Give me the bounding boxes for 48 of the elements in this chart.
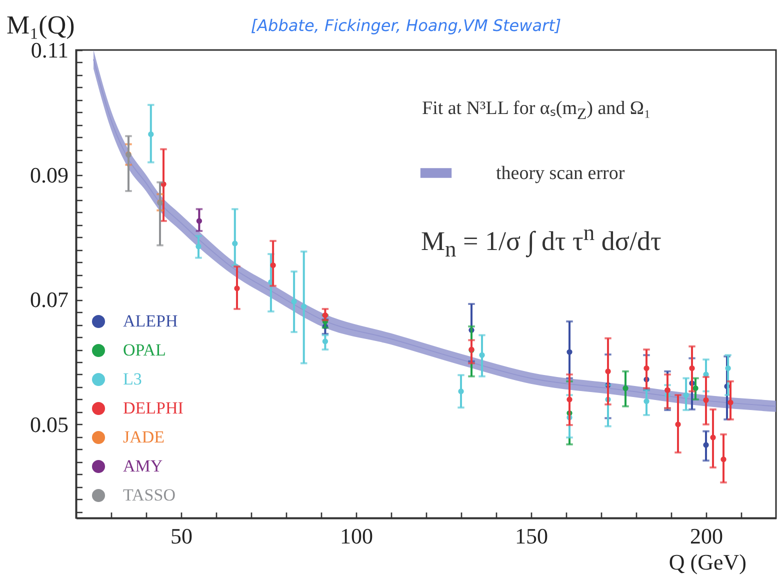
point — [605, 368, 611, 374]
point — [479, 352, 485, 358]
legend-label: L3 — [123, 370, 142, 388]
point — [683, 392, 689, 398]
point — [458, 388, 464, 394]
annotation: Fit at N³LL for αₛ(m$_{Z}$) and Ω₁ — [422, 97, 651, 124]
legend-label: ALEPH — [123, 312, 178, 330]
point — [703, 442, 709, 448]
x-tick-label: 200 — [690, 524, 723, 548]
point — [644, 365, 650, 372]
y-tick-label: 0.09 — [30, 162, 68, 188]
point — [148, 131, 154, 138]
point — [692, 385, 698, 392]
point — [566, 396, 572, 402]
point — [710, 434, 716, 440]
legend-label: TASSO — [123, 486, 176, 504]
x-tick-label: 50 — [170, 524, 192, 548]
legend-label: JADE — [123, 428, 165, 446]
y-tick-label: 0.05 — [30, 412, 68, 437]
legend-label: DELPHI — [123, 398, 184, 418]
x-tick-label: 150 — [515, 524, 548, 548]
point — [301, 304, 307, 310]
x-tick-label: 100 — [340, 524, 373, 548]
point — [232, 240, 238, 246]
point — [725, 365, 731, 372]
point — [291, 298, 297, 304]
legend-label: AMY — [123, 456, 163, 476]
point — [689, 365, 695, 372]
point — [703, 397, 709, 403]
point — [675, 422, 681, 428]
point — [234, 286, 240, 292]
point — [622, 385, 628, 392]
point — [196, 244, 202, 250]
point — [728, 400, 734, 406]
chart-title: [Abbate, Fickinger, Hoang,VM Stewart] — [250, 16, 562, 35]
point — [566, 349, 572, 355]
legend-label: theory scan error — [496, 163, 626, 184]
point — [644, 398, 650, 404]
x-axis-title: Q (GeV) — [668, 550, 746, 574]
annotation: M$_{n}$ = 1/σ ∫ dτ τ$^{n}$ dσ/dτ — [421, 220, 662, 262]
point — [196, 218, 202, 224]
y-axis-title: M₁(Q) — [6, 10, 75, 40]
legend-label: OPAL — [123, 340, 166, 360]
point — [322, 338, 328, 344]
y-tick-label: 0.07 — [30, 287, 68, 312]
point — [720, 456, 726, 462]
y-tick-label: 0.11 — [30, 38, 68, 62]
point — [270, 262, 276, 268]
